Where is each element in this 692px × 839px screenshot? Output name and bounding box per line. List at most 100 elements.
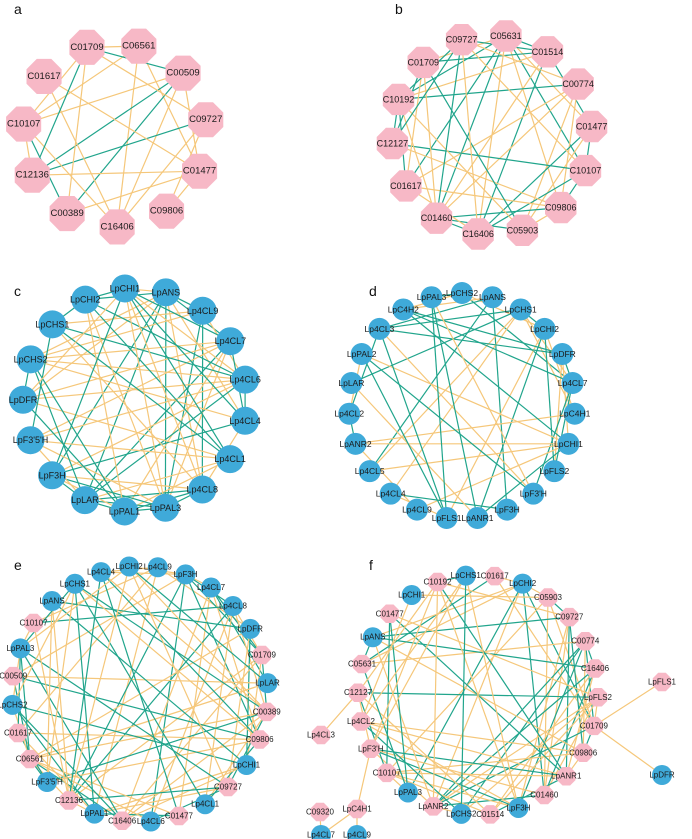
gene-node (379, 482, 402, 505)
edge (379, 328, 563, 355)
gene-node (257, 673, 278, 694)
edge (32, 170, 200, 176)
compound-node (585, 659, 605, 678)
gene-node (110, 274, 139, 303)
edge (320, 692, 359, 736)
node-label: LpFLS2 (584, 693, 613, 702)
node-label: C10192 (383, 94, 415, 104)
node-label: LpLAR (71, 495, 99, 505)
edge (19, 648, 31, 760)
gene-node (70, 486, 99, 515)
edge (505, 35, 562, 208)
node-label: C01709 (580, 721, 609, 730)
node-label: C09727 (446, 35, 478, 45)
edge (405, 83, 579, 187)
edge (128, 566, 268, 713)
compound-node (59, 791, 79, 810)
node-label: LpDFR (549, 349, 576, 359)
edge (435, 35, 507, 219)
node-label: C05903 (534, 593, 563, 602)
edge (505, 35, 593, 127)
node-label: LpPAL1 (109, 507, 140, 517)
edge (74, 583, 95, 814)
edge (43, 76, 118, 228)
edge (432, 581, 439, 807)
edge (30, 340, 231, 441)
edge (561, 353, 570, 444)
node-label: LpCHI2 (70, 295, 101, 305)
edge (392, 142, 586, 172)
edge (13, 675, 268, 684)
edge (532, 382, 574, 494)
compound-node (182, 153, 218, 189)
compound-node (26, 58, 62, 94)
node-label: LpANR1 (461, 513, 493, 523)
edges (391, 35, 593, 235)
compound-node (310, 802, 330, 822)
node-label: C09806 (545, 203, 577, 213)
edge (361, 663, 409, 793)
edge (435, 39, 463, 219)
edge (593, 725, 663, 776)
edge (100, 571, 268, 713)
edge (30, 358, 125, 512)
panel-a: C06561 C00509 C09727 C01477 C09806 C16406 C003… (6, 1, 224, 245)
edge (357, 581, 439, 694)
edge (86, 46, 207, 121)
gene-node (543, 460, 566, 483)
compound-node (531, 36, 564, 68)
edges (357, 575, 599, 815)
node-label: LpFLS1 (648, 678, 677, 687)
edge (30, 359, 86, 501)
node-label: C01477 (576, 122, 608, 132)
compound-node (20, 749, 39, 769)
compound-node (428, 572, 447, 592)
edge (461, 39, 479, 235)
edge (165, 291, 246, 422)
edge (121, 711, 268, 822)
node-label: LpCHS1 (35, 319, 69, 329)
edge (521, 126, 593, 231)
edge (124, 288, 231, 460)
edge (121, 587, 212, 822)
node-label: C00389 (50, 208, 83, 219)
edge (398, 99, 438, 219)
edge (84, 292, 167, 501)
nodes: C06561 C00509 C09727 C01477 C09806 C16406 C003… (6, 28, 224, 245)
edge (185, 573, 263, 656)
gene-node (2, 694, 23, 715)
node-label: C01460 (421, 213, 453, 223)
compound-node (24, 613, 43, 633)
edge (74, 583, 260, 741)
edges (11, 565, 269, 823)
edge (460, 575, 467, 814)
edge (411, 594, 549, 599)
compound-node (14, 157, 50, 193)
edge (350, 382, 478, 519)
node-label: C01477 (183, 166, 216, 177)
gene-node (368, 317, 391, 340)
compound-node (4, 666, 23, 686)
edge (465, 575, 519, 809)
edge (369, 443, 569, 472)
gene-node (84, 803, 105, 824)
node-label: LpF3'H (520, 489, 547, 499)
edge (51, 291, 167, 476)
edge (227, 711, 268, 788)
edge (390, 309, 522, 495)
node-label: C12136 (55, 796, 84, 805)
gene-node (110, 497, 139, 526)
node-label: Lp4CL8 (187, 485, 219, 495)
gene-node (557, 432, 580, 455)
edge (372, 616, 570, 638)
compound-node (560, 607, 579, 627)
panel-letter: f (369, 557, 373, 573)
gene-node (481, 286, 504, 309)
compound-node (351, 712, 371, 731)
edge (522, 583, 595, 727)
edge (68, 786, 229, 802)
edge (379, 296, 493, 330)
edge (29, 758, 180, 817)
